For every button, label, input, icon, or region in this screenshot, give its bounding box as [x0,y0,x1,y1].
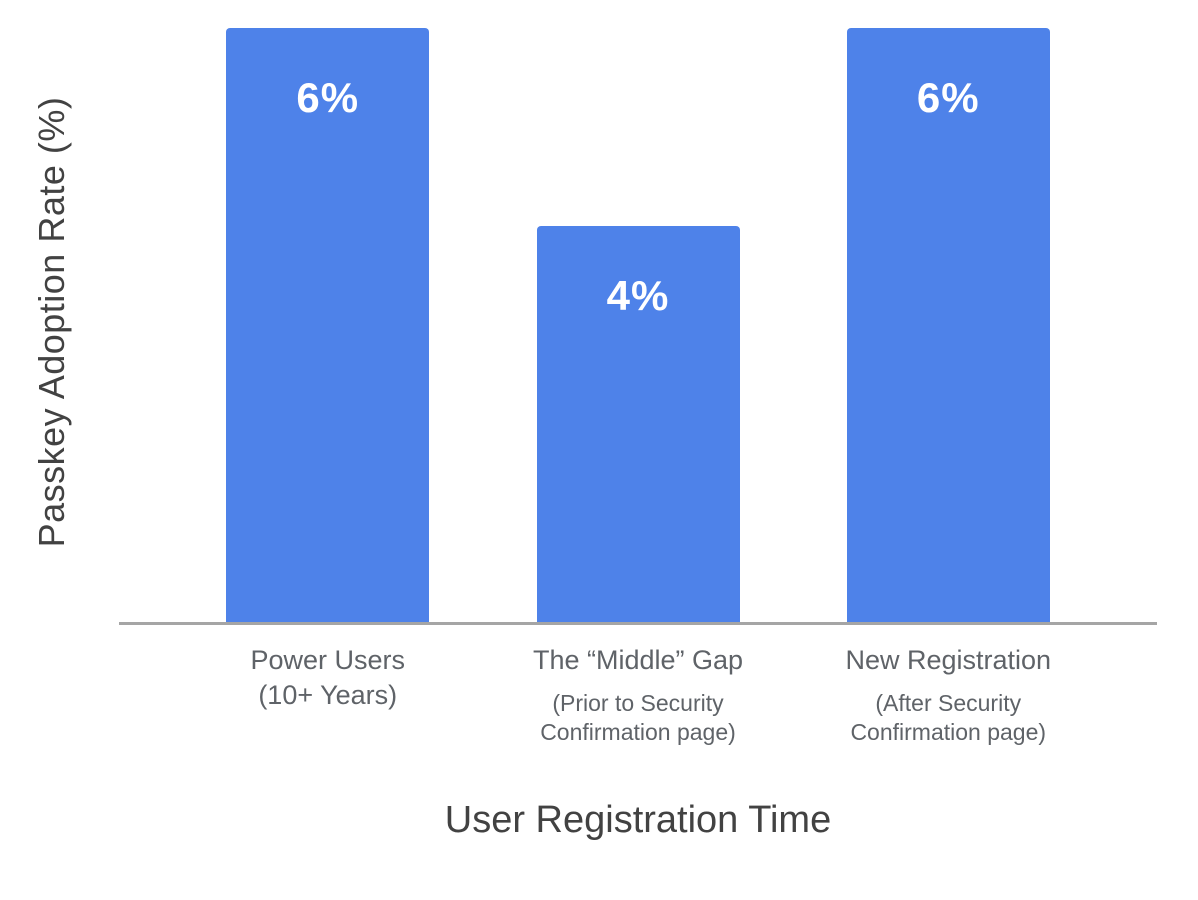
x-tick-main-text: Power Users (10+ Years) [250,645,406,710]
x-tick-label-1: Power Users (10+ Years) [158,643,498,713]
x-tick-label-2: The “Middle” Gap (Prior to Security Confir… [468,643,808,747]
bar-value-label: 6% [296,74,360,121]
bar-value-label: 4% [606,272,670,319]
x-tick-sub-text: (Prior to Security Confirmation page) [540,690,736,745]
plot-area: 6% 4% 6% [119,0,1157,625]
bar-3: 6% [846,28,1050,622]
x-tick-sub-text: (After Security Confirmation page) [850,690,1047,745]
y-axis-label: Passkey Adoption Rate (%) [31,96,72,548]
bar-2: 4% [536,226,740,622]
x-tick-main-text: New Registration [845,645,1052,675]
bar-1: 6% [226,28,430,622]
x-tick-main-text: The “Middle” Gap [532,645,744,675]
x-tick-label-3: New Registration (After Security Confirmat… [778,643,1118,747]
bar-value-label: 6% [916,74,980,121]
x-axis-title: User Registration Time [444,799,832,841]
